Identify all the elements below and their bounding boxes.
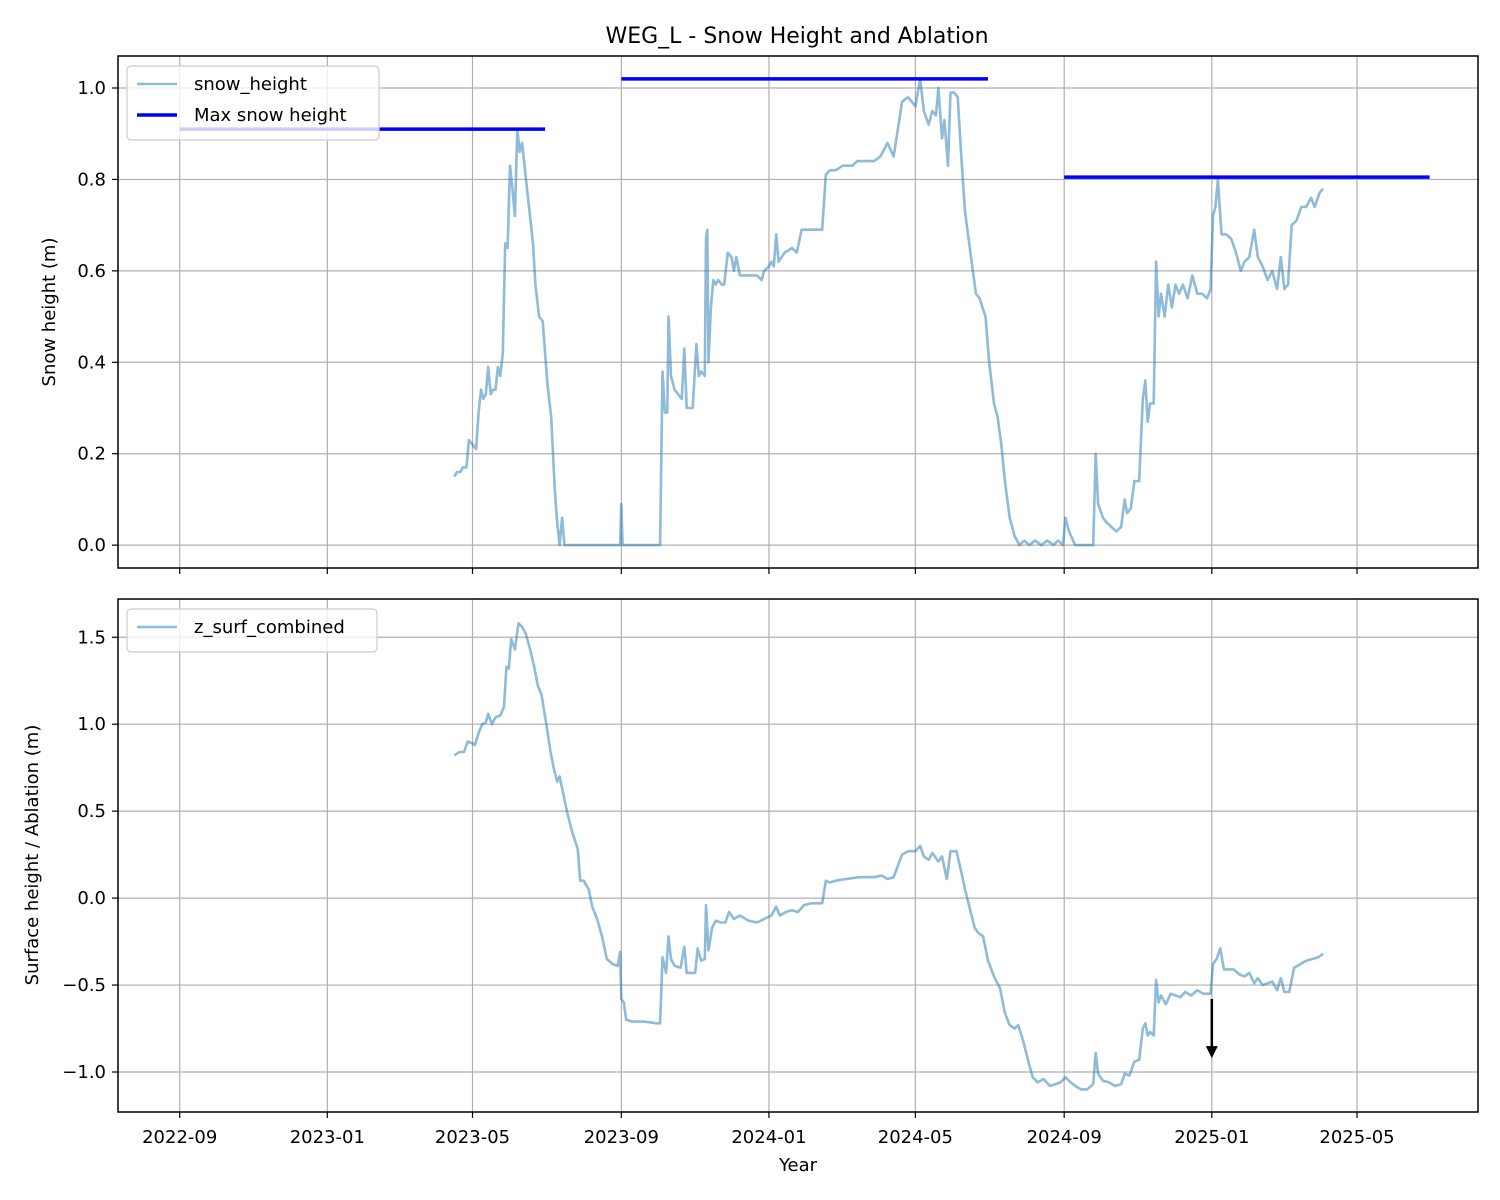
y-tick-label: 0.2 bbox=[77, 444, 106, 465]
x-tick-label: 2024-09 bbox=[1027, 1127, 1102, 1148]
y-tick-label: 1.5 bbox=[77, 627, 106, 648]
series-line-z-surf-combined bbox=[453, 622, 1324, 1091]
axis-ticks: 2022-09 2023-01 2023-05 2023-09 2024-01 2024-… bbox=[62, 627, 1394, 1148]
chart-title: WEG_L - Snow Height and Ablation bbox=[605, 24, 988, 49]
gridlines bbox=[118, 599, 1478, 1112]
legend-box bbox=[126, 65, 380, 141]
legend-entry: Max snow height bbox=[194, 105, 347, 126]
plot-frame bbox=[117, 55, 1479, 569]
x-tick-label: 2025-01 bbox=[1174, 1127, 1249, 1148]
axis-ticks: 0.0 0.2 0.4 0.6 0.8 1.0 bbox=[77, 78, 1358, 574]
x-tick-label: 2023-05 bbox=[435, 1127, 510, 1148]
plot-frame bbox=[117, 598, 1479, 1113]
y-tick-label: 1.0 bbox=[77, 714, 106, 735]
y-tick-label: 0.0 bbox=[77, 888, 106, 909]
legend-box bbox=[126, 608, 378, 653]
gridlines bbox=[118, 56, 1478, 568]
x-tick-label: 2024-05 bbox=[878, 1127, 953, 1148]
legend-entry: snow_height bbox=[194, 74, 307, 95]
y-tick-label: 1.0 bbox=[77, 78, 106, 99]
y-tick-label: 0.6 bbox=[77, 261, 106, 282]
x-tick-label: 2022-09 bbox=[142, 1127, 217, 1148]
x-tick-label: 2023-09 bbox=[584, 1127, 659, 1148]
x-tick-label: 2023-01 bbox=[290, 1127, 365, 1148]
y-tick-label: 0.5 bbox=[77, 801, 106, 822]
y-axis-label: Snow height (m) bbox=[39, 238, 60, 387]
x-tick-label: 2025-05 bbox=[1319, 1127, 1394, 1148]
y-tick-label: 0.0 bbox=[77, 535, 106, 556]
x-axis-label: Year bbox=[778, 1155, 818, 1176]
snow-height-panel: 0.0 0.2 0.4 0.6 0.8 1.0 Snow height (m) snow_he… bbox=[39, 55, 1479, 574]
y-tick-label: 0.8 bbox=[77, 169, 106, 190]
x-tick-label: 2024-01 bbox=[731, 1127, 806, 1148]
y-axis-label: Surface height / Ablation (m) bbox=[22, 725, 43, 986]
ablation-arrow-head bbox=[1205, 1046, 1218, 1059]
legend: z_surf_combined bbox=[126, 608, 378, 653]
y-tick-label: 0.4 bbox=[77, 352, 106, 373]
legend-entry: z_surf_combined bbox=[194, 617, 345, 638]
legend: snow_height Max snow height bbox=[126, 65, 380, 141]
surface-height-panel: 2022-09 2023-01 2023-05 2023-09 2024-01 2024-… bbox=[22, 598, 1479, 1176]
y-tick-label: −1.0 bbox=[62, 1062, 106, 1083]
y-tick-label: −0.5 bbox=[62, 975, 106, 996]
series-line-snow-height bbox=[453, 77, 1325, 547]
